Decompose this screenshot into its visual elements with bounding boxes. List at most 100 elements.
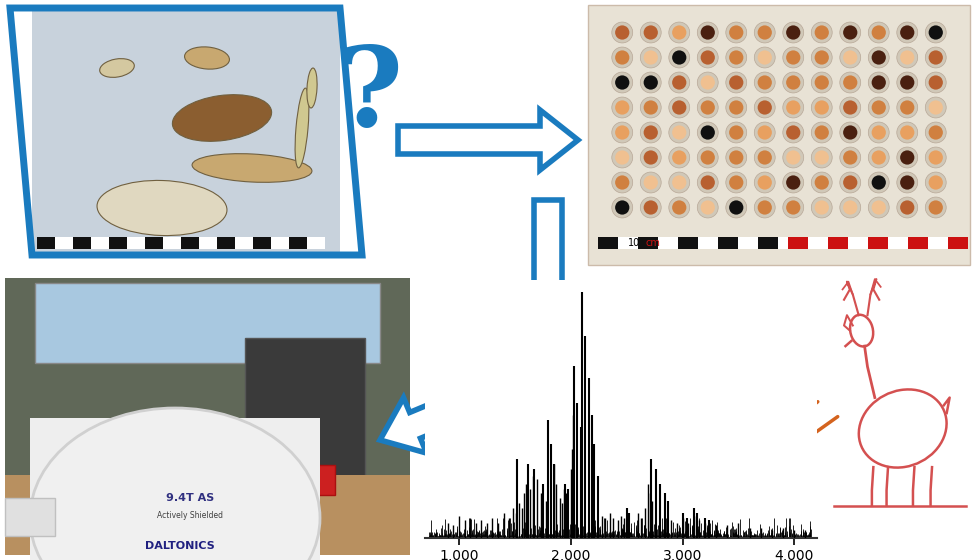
Circle shape	[896, 147, 916, 168]
Circle shape	[928, 175, 942, 190]
Circle shape	[924, 147, 945, 168]
Circle shape	[842, 100, 857, 115]
Bar	[658, 237, 677, 249]
Ellipse shape	[295, 88, 309, 168]
Circle shape	[643, 25, 658, 40]
Circle shape	[814, 76, 828, 90]
Circle shape	[729, 25, 743, 40]
Text: Actively Shielded: Actively Shielded	[157, 511, 223, 520]
Circle shape	[612, 172, 632, 193]
Bar	[587, 5, 969, 265]
Circle shape	[668, 147, 689, 168]
Circle shape	[896, 22, 916, 43]
Circle shape	[615, 50, 629, 64]
Bar	[868, 237, 887, 249]
Circle shape	[729, 50, 743, 64]
Bar	[917, 237, 937, 249]
Bar	[35, 283, 380, 363]
Bar	[738, 237, 757, 249]
Circle shape	[811, 172, 831, 193]
Circle shape	[612, 197, 632, 218]
Bar	[5, 498, 55, 536]
Bar	[857, 237, 877, 249]
Circle shape	[924, 47, 945, 68]
Circle shape	[786, 175, 799, 190]
Bar	[37, 237, 55, 249]
Circle shape	[725, 22, 745, 43]
Circle shape	[753, 47, 775, 68]
Circle shape	[640, 197, 660, 218]
Circle shape	[928, 100, 942, 115]
Circle shape	[871, 100, 885, 115]
Circle shape	[839, 172, 860, 193]
Circle shape	[868, 97, 888, 118]
Circle shape	[839, 147, 860, 168]
Bar	[807, 237, 828, 249]
Circle shape	[671, 100, 686, 115]
Circle shape	[729, 125, 743, 139]
Circle shape	[725, 147, 745, 168]
Circle shape	[757, 50, 771, 64]
Ellipse shape	[172, 95, 272, 141]
Circle shape	[753, 197, 775, 218]
Circle shape	[640, 172, 660, 193]
Circle shape	[697, 97, 717, 118]
Circle shape	[612, 47, 632, 68]
Circle shape	[782, 122, 803, 143]
Ellipse shape	[191, 153, 312, 183]
Circle shape	[668, 97, 689, 118]
Circle shape	[871, 175, 885, 190]
Circle shape	[615, 175, 629, 190]
Circle shape	[839, 197, 860, 218]
Circle shape	[814, 200, 828, 214]
Circle shape	[612, 97, 632, 118]
Bar	[947, 237, 967, 249]
Circle shape	[725, 47, 745, 68]
Text: cm: cm	[646, 238, 660, 248]
Ellipse shape	[307, 68, 317, 108]
Circle shape	[668, 72, 689, 93]
Circle shape	[814, 100, 828, 115]
Circle shape	[671, 25, 686, 40]
Circle shape	[612, 147, 632, 168]
Circle shape	[782, 172, 803, 193]
Bar	[698, 237, 717, 249]
Circle shape	[671, 200, 686, 214]
Circle shape	[700, 76, 714, 90]
Bar	[637, 237, 658, 249]
Bar	[55, 465, 335, 495]
Bar	[73, 237, 91, 249]
Bar	[307, 237, 324, 249]
Circle shape	[757, 200, 771, 214]
Circle shape	[924, 122, 945, 143]
Bar	[927, 237, 947, 249]
Bar	[907, 237, 927, 249]
Circle shape	[697, 147, 717, 168]
Polygon shape	[547, 410, 639, 470]
Circle shape	[671, 50, 686, 64]
Circle shape	[697, 22, 717, 43]
Bar	[32, 8, 340, 255]
Polygon shape	[380, 357, 553, 453]
Circle shape	[668, 172, 689, 193]
Circle shape	[757, 100, 771, 115]
Circle shape	[782, 22, 803, 43]
Circle shape	[757, 76, 771, 90]
Circle shape	[868, 147, 888, 168]
Circle shape	[868, 72, 888, 93]
Circle shape	[896, 72, 916, 93]
Circle shape	[729, 100, 743, 115]
Bar	[289, 237, 307, 249]
Circle shape	[814, 25, 828, 40]
Circle shape	[786, 25, 799, 40]
Circle shape	[725, 172, 745, 193]
Circle shape	[839, 47, 860, 68]
Bar	[877, 237, 897, 249]
Circle shape	[868, 197, 888, 218]
Circle shape	[643, 200, 658, 214]
Bar	[937, 237, 957, 249]
Bar	[234, 237, 253, 249]
Circle shape	[868, 47, 888, 68]
Bar	[757, 237, 778, 249]
Circle shape	[811, 22, 831, 43]
